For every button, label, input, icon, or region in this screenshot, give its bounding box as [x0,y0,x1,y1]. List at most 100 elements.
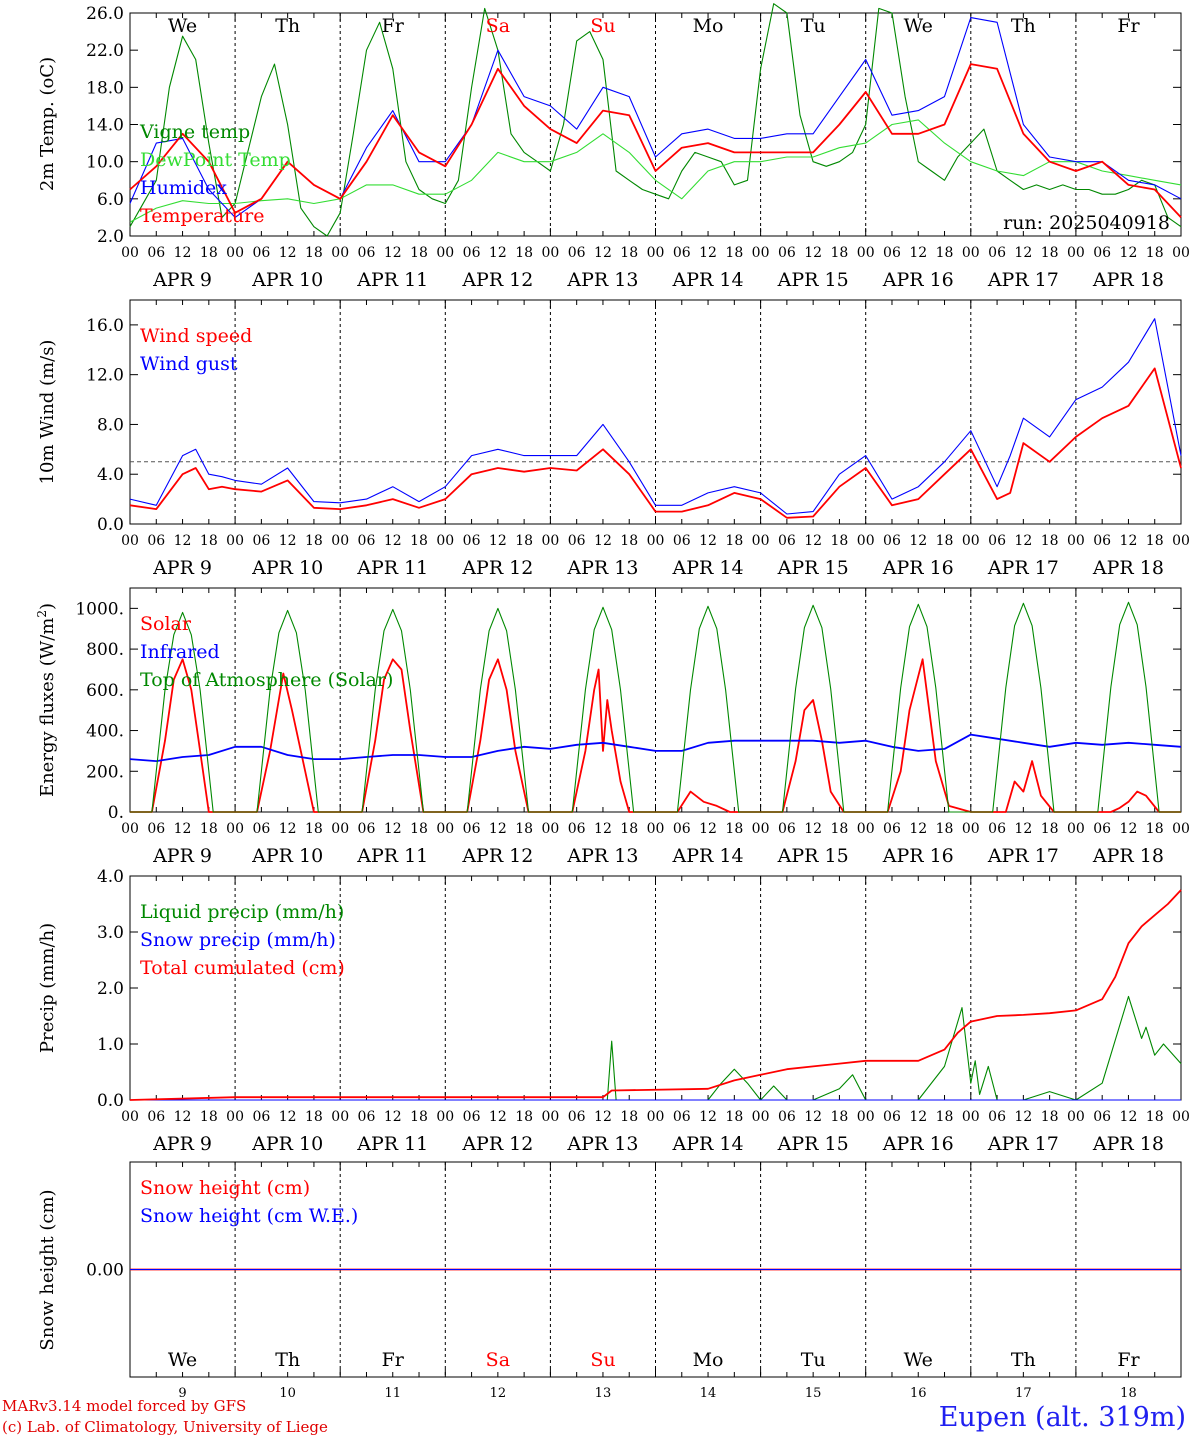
y-axis-label: 2m Temp. (oC) [37,57,58,191]
y-tick-label: 26.0 [86,4,124,24]
hour-tick-label: 18 [200,533,218,549]
date-label: APR 9 [152,845,212,867]
weekday-label: We [168,1349,197,1371]
hour-tick-label: 06 [463,245,481,261]
hour-tick-label: 06 [568,1109,586,1125]
date-label: APR 16 [882,845,954,867]
legend-temperature: Temperature [140,205,264,227]
hour-tick-label: 12 [1014,821,1032,837]
date-label: APR 18 [1092,1133,1164,1155]
hour-tick-label: 18 [305,533,323,549]
hour-tick-label: 00 [1172,533,1190,549]
hour-tick-label: 06 [568,821,586,837]
hour-tick-label: 00 [962,533,980,549]
hour-tick-label: 12 [594,1109,612,1125]
hour-tick-label: 18 [831,533,849,549]
hour-tick-label: 00 [1067,245,1085,261]
hour-tick-label: 18 [515,533,533,549]
date-label: APR 18 [1092,557,1164,579]
hour-tick-label: 12 [489,245,507,261]
weekday-label: Fr [1117,1349,1140,1371]
hour-tick-label: 18 [1146,1109,1164,1125]
hour-tick-label: 06 [147,533,165,549]
hour-tick-label: 12 [174,533,192,549]
series-line-infrared [129,733,1182,762]
series-line-liquid-precip-mm-h- [130,995,1182,1101]
hour-tick-label: 00 [226,1109,244,1125]
hour-tick-label: 12 [1120,1109,1138,1125]
hour-tick-label: 00 [1067,533,1085,549]
hour-tick-label: 12 [384,533,402,549]
hour-tick-label: 00 [752,821,770,837]
y-tick-label: 1000. [75,599,124,619]
y-axis-label: Snow height (cm) [37,1189,58,1350]
hour-tick-label: 12 [174,245,192,261]
hour-tick-label: 18 [1041,821,1059,837]
series-line-solar [130,658,1181,813]
hour-tick-label: 12 [699,533,717,549]
legend-total-cumulated-cm-: Total cumulated (cm) [140,957,345,979]
hour-tick-label: 06 [778,821,796,837]
hour-tick-label: 18 [305,1109,323,1125]
legend-wind-gust: Wind gust [140,353,238,375]
day-number-label: 13 [595,1386,612,1400]
y-tick-label: 6.0 [97,190,124,210]
hour-tick-label: 18 [936,533,954,549]
hour-tick-label: 06 [883,821,901,837]
date-label: APR 17 [987,269,1059,291]
series-line-total-cumulated-cm- [129,889,1182,1101]
hour-tick-label: 06 [463,1109,481,1125]
hour-tick-label: 00 [857,821,875,837]
hour-tick-label: 00 [226,245,244,261]
panel-frame-wind [129,299,1182,525]
hour-tick-label: 12 [1120,533,1138,549]
hour-tick-label: 06 [147,821,165,837]
legend-snow-height-cm-w-e-: Snow height (cm W.E.) [140,1205,358,1227]
hour-tick-label: 18 [200,821,218,837]
hour-tick-label: 00 [752,533,770,549]
weekday-label: Su [590,15,615,37]
weekday-label: Sa [486,15,510,37]
hour-tick-label: 06 [358,245,376,261]
hour-tick-label: 12 [804,245,822,261]
hour-tick-label: 18 [305,245,323,261]
y-tick-label: 1.0 [97,1035,124,1055]
date-label: APR 14 [672,557,744,579]
date-label: APR 15 [777,269,849,291]
y-tick-label: 200. [86,762,124,782]
hour-tick-label: 18 [200,245,218,261]
hour-tick-label: 06 [147,245,165,261]
day-number-label: 12 [490,1386,507,1400]
legend-vigne-temp: Vigne temp [139,121,250,143]
hour-tick-label: 18 [620,821,638,837]
date-label: APR 13 [566,845,638,867]
hour-tick-label: 00 [1172,821,1190,837]
date-label: APR 17 [987,845,1059,867]
date-label: APR 13 [566,1133,638,1155]
hour-tick-label: 18 [515,245,533,261]
hour-tick-label: 12 [279,533,297,549]
hour-tick-label: 18 [936,1109,954,1125]
series-line-wind-gust [129,318,1182,515]
hour-tick-label: 18 [1041,533,1059,549]
hour-tick-label: 18 [831,1109,849,1125]
date-label: APR 11 [356,845,428,867]
hour-tick-label: 18 [1041,245,1059,261]
model-label: MARv3.14 model forced by GFS [2,1397,247,1415]
hour-tick-label: 00 [1067,821,1085,837]
weekday-label: Fr [1117,15,1140,37]
weekday-label: Sa [486,1349,510,1371]
y-tick-label: 0. [108,803,124,823]
legend-humidex: Humidex [140,177,227,199]
hour-tick-label: 18 [620,533,638,549]
hour-tick-label: 00 [541,1109,559,1125]
hour-tick-label: 18 [410,821,428,837]
hour-tick-label: 18 [725,533,743,549]
hour-tick-label: 12 [804,821,822,837]
hour-tick-label: 00 [436,245,454,261]
panel-frame-energy [129,587,1182,813]
date-label: APR 9 [152,1133,212,1155]
day-number-label: 15 [805,1386,822,1400]
y-axis-label: Precip (mm/h) [37,923,58,1053]
hour-tick-label: 12 [489,1109,507,1125]
